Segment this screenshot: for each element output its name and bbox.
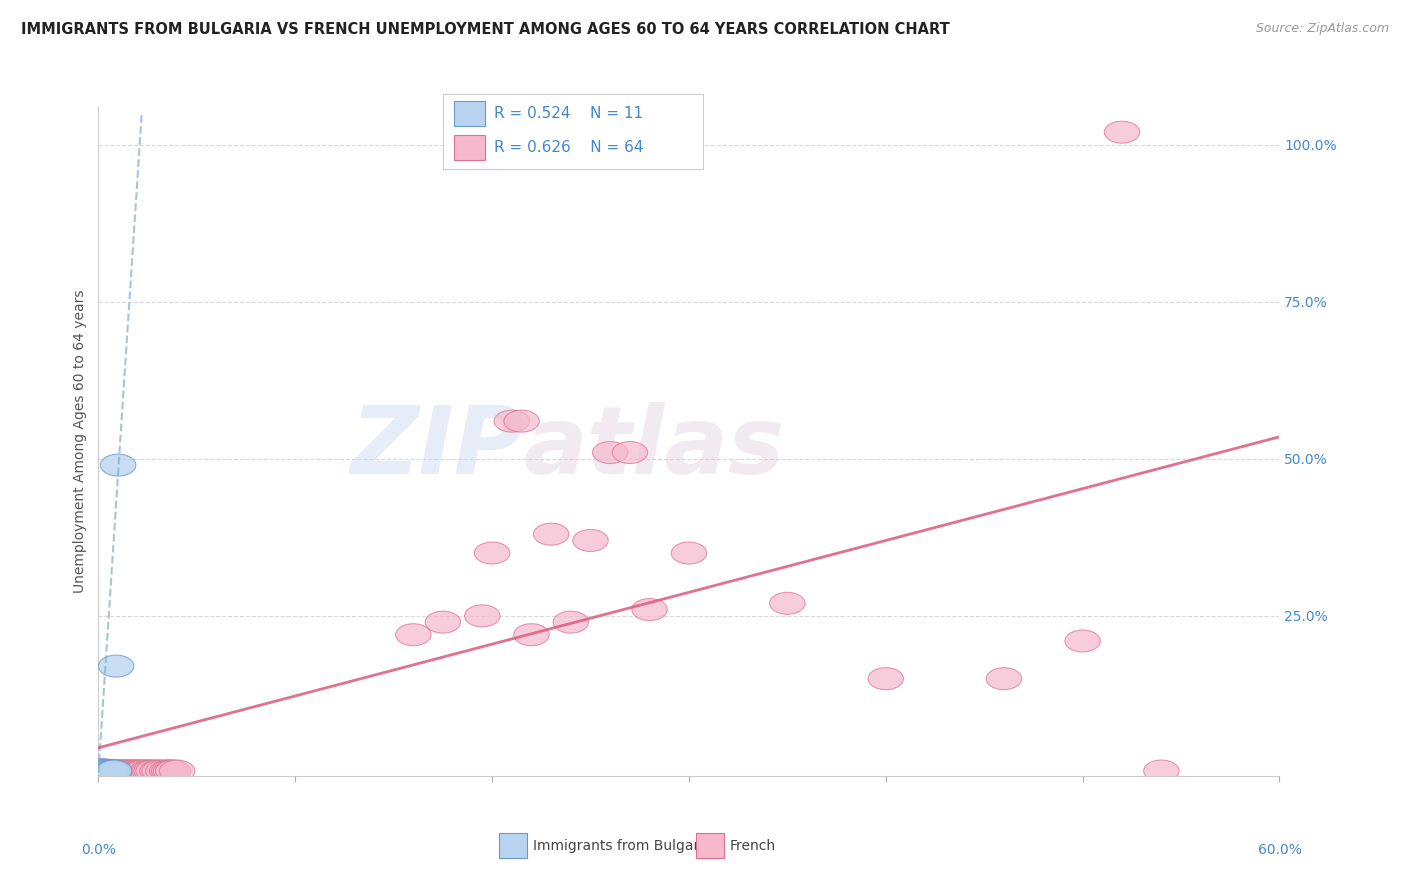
Ellipse shape	[87, 760, 122, 782]
Ellipse shape	[94, 760, 129, 782]
Ellipse shape	[118, 760, 153, 782]
Ellipse shape	[1104, 121, 1140, 143]
Ellipse shape	[84, 759, 120, 781]
Ellipse shape	[136, 760, 172, 782]
Ellipse shape	[572, 530, 609, 551]
Ellipse shape	[89, 761, 124, 782]
Text: Immigrants from Bulgaria: Immigrants from Bulgaria	[533, 838, 711, 853]
Ellipse shape	[114, 760, 149, 782]
Ellipse shape	[464, 605, 501, 627]
Ellipse shape	[122, 760, 157, 782]
Text: 60.0%: 60.0%	[1257, 843, 1302, 857]
Ellipse shape	[98, 655, 134, 677]
Ellipse shape	[395, 624, 432, 646]
Text: Source: ZipAtlas.com: Source: ZipAtlas.com	[1256, 22, 1389, 36]
Ellipse shape	[83, 760, 118, 782]
Ellipse shape	[83, 759, 118, 781]
Ellipse shape	[93, 760, 128, 782]
Ellipse shape	[425, 611, 461, 633]
Ellipse shape	[494, 410, 530, 432]
Ellipse shape	[100, 760, 136, 782]
Ellipse shape	[1143, 760, 1180, 782]
Ellipse shape	[87, 759, 122, 780]
Ellipse shape	[127, 760, 162, 782]
Ellipse shape	[156, 760, 191, 782]
Ellipse shape	[97, 760, 132, 782]
Ellipse shape	[108, 760, 143, 782]
Ellipse shape	[93, 760, 128, 782]
Text: atlas: atlas	[523, 402, 785, 494]
Ellipse shape	[146, 760, 181, 782]
Ellipse shape	[100, 760, 136, 782]
Ellipse shape	[97, 760, 132, 782]
Ellipse shape	[84, 760, 120, 782]
Ellipse shape	[149, 760, 186, 782]
Ellipse shape	[152, 760, 187, 782]
Ellipse shape	[986, 668, 1022, 690]
Ellipse shape	[89, 760, 124, 782]
Ellipse shape	[769, 592, 806, 615]
Ellipse shape	[132, 760, 167, 782]
Ellipse shape	[90, 760, 127, 782]
Ellipse shape	[94, 761, 129, 782]
Ellipse shape	[110, 760, 146, 782]
Text: R = 0.524    N = 11: R = 0.524 N = 11	[494, 106, 643, 120]
Ellipse shape	[89, 760, 124, 782]
Ellipse shape	[142, 760, 177, 782]
Text: French: French	[730, 838, 776, 853]
Ellipse shape	[129, 760, 166, 782]
Ellipse shape	[134, 760, 169, 782]
Ellipse shape	[553, 611, 589, 633]
Ellipse shape	[612, 442, 648, 464]
Ellipse shape	[112, 760, 148, 782]
Text: IMMIGRANTS FROM BULGARIA VS FRENCH UNEMPLOYMENT AMONG AGES 60 TO 64 YEARS CORREL: IMMIGRANTS FROM BULGARIA VS FRENCH UNEMP…	[21, 22, 950, 37]
Ellipse shape	[94, 760, 129, 782]
Ellipse shape	[117, 760, 152, 782]
Ellipse shape	[120, 760, 156, 782]
Ellipse shape	[90, 760, 127, 782]
Ellipse shape	[533, 524, 569, 545]
Ellipse shape	[83, 760, 118, 782]
Text: R = 0.626    N = 64: R = 0.626 N = 64	[494, 140, 643, 154]
Ellipse shape	[104, 760, 139, 782]
Ellipse shape	[98, 760, 134, 782]
Ellipse shape	[84, 759, 120, 781]
Ellipse shape	[503, 410, 540, 432]
Ellipse shape	[592, 442, 628, 464]
Ellipse shape	[90, 760, 127, 782]
Ellipse shape	[159, 760, 195, 782]
Ellipse shape	[631, 599, 668, 621]
Ellipse shape	[93, 761, 128, 782]
Ellipse shape	[1064, 630, 1101, 652]
Y-axis label: Unemployment Among Ages 60 to 64 years: Unemployment Among Ages 60 to 64 years	[73, 290, 87, 593]
Ellipse shape	[97, 760, 132, 782]
Ellipse shape	[139, 760, 176, 782]
Ellipse shape	[83, 759, 118, 780]
Ellipse shape	[474, 542, 510, 564]
Ellipse shape	[868, 668, 904, 690]
Text: 0.0%: 0.0%	[82, 843, 115, 857]
Ellipse shape	[124, 760, 159, 782]
Text: ZIP: ZIP	[350, 402, 523, 494]
Ellipse shape	[87, 760, 122, 782]
Ellipse shape	[107, 760, 142, 782]
Ellipse shape	[153, 760, 188, 782]
Ellipse shape	[100, 454, 136, 476]
Ellipse shape	[103, 760, 138, 782]
Ellipse shape	[513, 624, 550, 646]
Ellipse shape	[671, 542, 707, 564]
